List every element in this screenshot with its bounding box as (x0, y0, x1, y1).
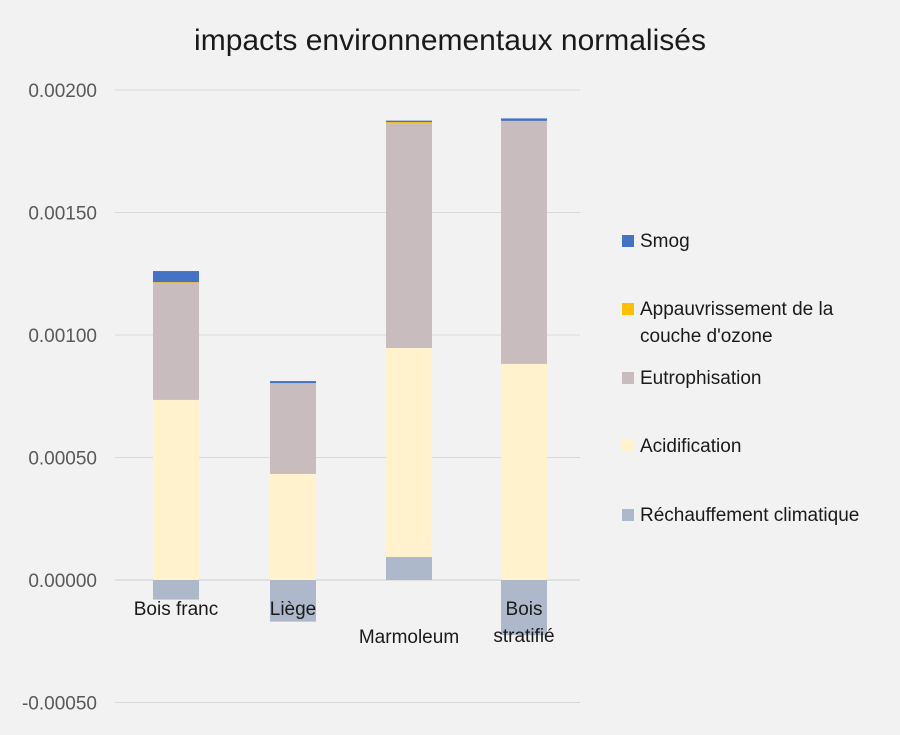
y-tick-label: -0.00050 (22, 694, 97, 715)
legend-label: Acidification (640, 436, 741, 457)
bar-segment (153, 399, 199, 580)
bar-segment (386, 556, 432, 580)
bar-segment (501, 580, 547, 636)
legend-swatch (622, 303, 634, 315)
bar-segment (386, 122, 432, 124)
bar-segment (153, 282, 199, 400)
y-tick-label: 0.00200 (28, 81, 97, 102)
bar-segment (501, 363, 547, 580)
legend-swatch (622, 235, 634, 247)
x-tick-label: Bois franc (134, 599, 218, 620)
bar-segment (153, 282, 199, 283)
legend-swatch (622, 440, 634, 452)
y-tick-label: 0.00000 (28, 571, 97, 592)
bar-segment (270, 580, 316, 622)
legend-label: Smog (640, 231, 690, 252)
bar-segment (153, 271, 199, 283)
x-tick-label: Liège (270, 599, 317, 620)
bar-segment (270, 473, 316, 580)
legend-swatch (622, 372, 634, 384)
legend-label: Eutrophisation (640, 368, 761, 389)
bar-segment (386, 123, 432, 348)
legend-label: Réchauffement climatique (640, 505, 859, 526)
bar-segment (386, 347, 432, 557)
bar-segment (270, 383, 316, 384)
legend-swatch (622, 509, 634, 521)
bar-segment (270, 383, 316, 474)
y-tick-label: 0.00150 (28, 204, 97, 225)
bar-segment (153, 580, 199, 600)
chart-title: impacts environnementaux normalisés (194, 24, 706, 57)
bar-segment (501, 121, 547, 364)
y-tick-label: 0.00100 (28, 326, 97, 347)
bar-segment (501, 120, 547, 122)
bar-segment (270, 381, 316, 384)
y-tick-label: 0.00050 (28, 449, 97, 470)
bar-segment (501, 118, 547, 121)
x-tick-label: Marmoleum (359, 627, 459, 648)
legend-label: Appauvrissement de la couche d'ozone (640, 299, 834, 347)
bar-segment (386, 120, 432, 123)
x-tick-label: Bois stratifié (493, 599, 554, 647)
